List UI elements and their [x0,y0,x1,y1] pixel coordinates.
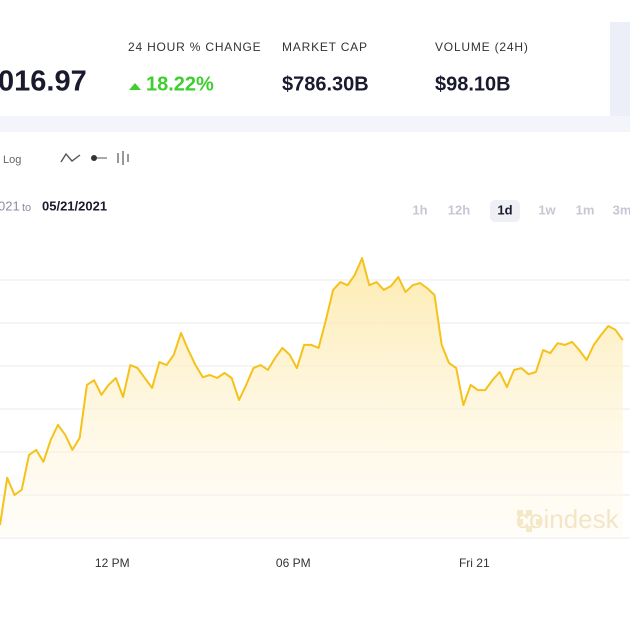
candle-icon[interactable] [117,151,129,165]
up-arrow [129,83,141,90]
side-panel [610,22,630,116]
range-button[interactable]: 1d [497,202,512,217]
range-button[interactable]: 1w [538,202,556,217]
range-button[interactable]: 1h [412,202,427,217]
change-label: 24 HOUR % CHANGE [128,40,262,54]
market-cap-value: $786.30B [282,73,369,95]
range-selected-bg [490,200,520,222]
watermark: coindesk [516,504,620,534]
watermark-logo [517,510,542,532]
price-line [0,257,624,526]
range-button[interactable]: 12h [448,202,470,217]
date-to-word: to [22,202,31,214]
separator [0,116,630,132]
x-tick-label: 12 PM [95,556,130,570]
change-value: 18.22% [146,73,214,95]
date-to[interactable]: 05/21/2021 [42,198,107,213]
range-button[interactable]: 1m [576,202,595,217]
volume-value: $98.10B [435,73,511,95]
date-from[interactable]: 021 [0,198,20,213]
x-tick-label: 06 PM [276,556,311,570]
volume-label: VOLUME (24H) [435,40,529,54]
dot-icon[interactable] [91,155,107,161]
area [0,258,623,538]
log-toggle[interactable]: Log [3,154,21,166]
price: 016.97 [0,66,87,98]
x-tick-label: Fri 21 [459,556,490,570]
range-button[interactable]: 3m [613,202,630,217]
market-cap-label: MARKET CAP [282,40,368,54]
line-icon[interactable] [60,152,81,163]
